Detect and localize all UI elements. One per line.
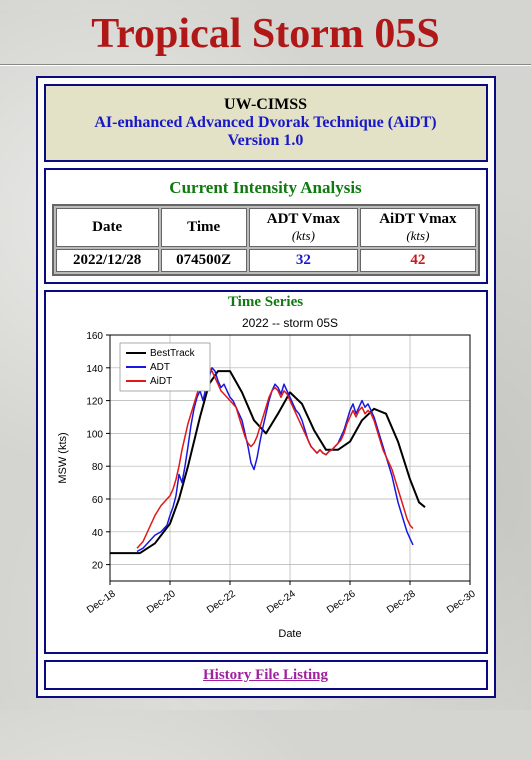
col-aidt-label: AiDT Vmax	[379, 211, 456, 227]
timeseries-title: Time Series	[50, 294, 482, 311]
cell-aidt: 42	[360, 249, 475, 272]
svg-text:100: 100	[86, 429, 103, 440]
intensity-title: Current Intensity Analysis	[52, 178, 480, 198]
svg-text:AiDT: AiDT	[150, 376, 172, 387]
history-box: History File Listing	[44, 660, 488, 690]
col-time: Time	[161, 208, 247, 247]
cell-adt: 32	[249, 249, 359, 272]
col-adt-label: ADT Vmax	[267, 211, 340, 227]
main-panel: UW-CIMSS AI-enhanced Advanced Dvorak Tec…	[36, 76, 496, 698]
product-name: AI-enhanced Advanced Dvorak Technique (A…	[52, 114, 480, 132]
svg-text:20: 20	[91, 561, 103, 572]
cell-time: 074500Z	[161, 249, 247, 272]
col-aidt-sub: (kts)	[365, 228, 470, 244]
col-aidt: AiDT Vmax (kts)	[360, 208, 475, 247]
timeseries-chart: 20406080100120140160Dec-18Dec-20Dec-22De…	[50, 313, 482, 643]
svg-text:2022 -- storm 05S: 2022 -- storm 05S	[241, 316, 337, 330]
divider	[0, 64, 531, 66]
page-title: Tropical Storm 05S	[0, 10, 531, 58]
svg-text:160: 160	[86, 331, 103, 342]
svg-text:120: 120	[86, 397, 103, 408]
svg-text:80: 80	[91, 462, 103, 473]
timeseries-box: Time Series 20406080100120140160Dec-18De…	[44, 290, 488, 654]
history-link[interactable]: History File Listing	[203, 667, 328, 683]
svg-text:Date: Date	[278, 628, 301, 640]
svg-text:60: 60	[91, 495, 103, 506]
intensity-table: Date Time ADT Vmax (kts) AiDT Vmax (kts)…	[52, 204, 480, 276]
cell-date: 2022/12/28	[56, 249, 159, 272]
col-adt-sub: (kts)	[254, 228, 354, 244]
svg-text:MSW (kts): MSW (kts)	[57, 432, 69, 483]
header-box: UW-CIMSS AI-enhanced Advanced Dvorak Tec…	[44, 84, 488, 162]
svg-text:140: 140	[86, 364, 103, 375]
col-date: Date	[56, 208, 159, 247]
svg-text:ADT: ADT	[150, 362, 170, 373]
intensity-box: Current Intensity Analysis Date Time ADT…	[44, 168, 488, 284]
org-name: UW-CIMSS	[52, 96, 480, 114]
svg-text:BestTrack: BestTrack	[150, 348, 196, 359]
svg-text:40: 40	[91, 528, 103, 539]
col-adt: ADT Vmax (kts)	[249, 208, 359, 247]
version-label: Version 1.0	[52, 132, 480, 150]
